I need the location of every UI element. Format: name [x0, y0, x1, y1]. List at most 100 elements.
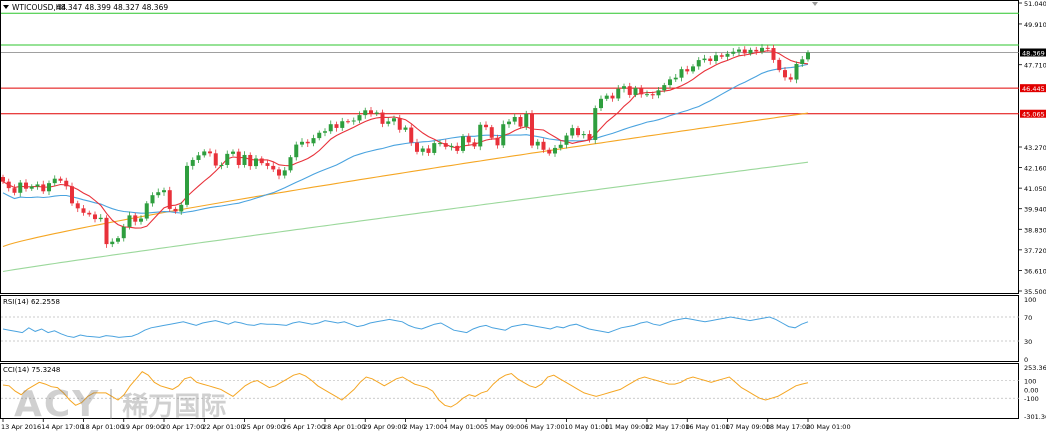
- candle-body: [507, 121, 511, 125]
- candle-body: [725, 53, 730, 57]
- candle-body: [64, 180, 69, 187]
- candle-body: [685, 69, 690, 72]
- candle-body: [616, 88, 621, 99]
- time-tick-label: 6 May 17:00: [524, 423, 564, 431]
- candle-body: [438, 143, 442, 145]
- candle-body: [386, 121, 391, 124]
- rsi-tick-label: 100: [1024, 296, 1036, 304]
- price-level-label: 46.445: [1022, 85, 1045, 93]
- candle-body: [650, 94, 655, 96]
- candle-body: [369, 110, 373, 114]
- candle-body: [357, 115, 362, 121]
- rsi-panel[interactable]: RSI(14) 62.2558 100 70 30 0: [0, 295, 1037, 365]
- candle-body: [599, 98, 603, 109]
- time-tick-label: 10 May 01:00: [565, 423, 610, 431]
- candle-body: [794, 63, 799, 80]
- scroll-marker-icon[interactable]: [812, 2, 818, 6]
- candle-body: [524, 113, 529, 127]
- candle-body: [558, 144, 563, 148]
- candle-body: [18, 182, 23, 193]
- candle-body: [484, 124, 488, 128]
- rsi-line: [2, 316, 809, 338]
- time-tick-label: 18 Apr 01:00: [82, 423, 124, 431]
- candle-body: [196, 155, 201, 160]
- candle-body: [133, 215, 138, 222]
- watermark-cjk: 稀万国际: [122, 391, 227, 422]
- candle-body: [415, 142, 419, 152]
- rsi-panel-border: [0, 295, 1019, 362]
- candle-body: [679, 69, 684, 78]
- candle-body: [587, 134, 592, 140]
- candle-body: [52, 178, 57, 184]
- candle-body: [6, 181, 11, 189]
- candle-body: [121, 226, 126, 239]
- current-price-badge: [1020, 48, 1046, 57]
- chart-symbol: WTICOUSD,H4: [12, 3, 66, 12]
- candle-body: [518, 116, 523, 127]
- price-tick-label: 38.830: [1024, 226, 1046, 234]
- candle-body: [139, 218, 143, 222]
- candle-body: [777, 59, 782, 71]
- candle-body: [696, 60, 701, 67]
- candle-body: [622, 86, 626, 89]
- candle-body: [328, 124, 333, 132]
- candle-body: [702, 58, 707, 61]
- price-tick-label: 51.040: [1024, 0, 1046, 8]
- candle-body: [673, 77, 678, 80]
- rsi-title: RSI(14) 62.2558: [3, 298, 60, 306]
- candle-body: [403, 127, 408, 130]
- candle-body: [259, 158, 264, 164]
- candle-body: [363, 110, 368, 116]
- candle-body: [374, 112, 379, 114]
- candle-body: [639, 88, 644, 95]
- candle-body: [311, 138, 316, 144]
- time-tick-label: 2 May 17:00: [404, 423, 444, 431]
- candle-body: [800, 59, 805, 64]
- price-axis: 51.040 49.910 48.369 47.710 46.445 45.065 43.2…: [1019, 0, 1046, 296]
- candle-body: [754, 49, 759, 52]
- cci-tick-label: 100: [1024, 378, 1036, 386]
- candle-body: [564, 135, 569, 145]
- candle-body: [541, 141, 546, 150]
- candle-body: [610, 95, 615, 99]
- price-tick-label: 49.910: [1024, 21, 1046, 29]
- candle-body: [788, 77, 793, 80]
- candle-body: [765, 47, 770, 49]
- candle-body: [547, 149, 552, 154]
- chart-menu-icon[interactable]: [3, 5, 9, 9]
- candle-body: [397, 118, 402, 130]
- candle-body: [288, 157, 293, 171]
- candle-body: [420, 148, 425, 152]
- cci-tick-label: 253.365: [1024, 364, 1046, 372]
- cci-line: [2, 371, 809, 408]
- candle-body: [294, 144, 299, 158]
- candle-body: [409, 127, 414, 143]
- time-tick-label: 16 May 01:00: [685, 423, 730, 431]
- candle-body: [351, 120, 356, 122]
- candle-body: [41, 184, 46, 192]
- candle-body: [495, 137, 500, 146]
- candle-body: [691, 66, 695, 72]
- time-tick-label: 28 Apr 01:00: [323, 423, 365, 431]
- horizontal-levels: [1, 12, 1019, 115]
- candle-body: [760, 47, 764, 52]
- cci-tick-label: -100: [1024, 395, 1039, 403]
- rsi-tick-label: 30: [1024, 338, 1032, 346]
- candle-body: [570, 128, 575, 136]
- candle-body: [236, 151, 241, 165]
- candle-body: [47, 183, 51, 192]
- price-panel[interactable]: WTICOUSD,H4 48.347 48.399 48.327 48.369 …: [0, 0, 1046, 296]
- candle-body: [231, 151, 235, 154]
- ma-long-line: [2, 161, 809, 273]
- current-price-label: 48.369: [1022, 50, 1045, 58]
- candle-body: [87, 212, 92, 215]
- candle-body: [150, 195, 155, 204]
- candle-body: [29, 186, 34, 189]
- time-tick-label: 29 Apr 09:00: [363, 423, 405, 431]
- price-tick-label: 36.610: [1024, 267, 1046, 275]
- candle-body: [334, 124, 339, 128]
- watermark-latin: ACY: [14, 383, 101, 425]
- candle-body: [110, 241, 115, 245]
